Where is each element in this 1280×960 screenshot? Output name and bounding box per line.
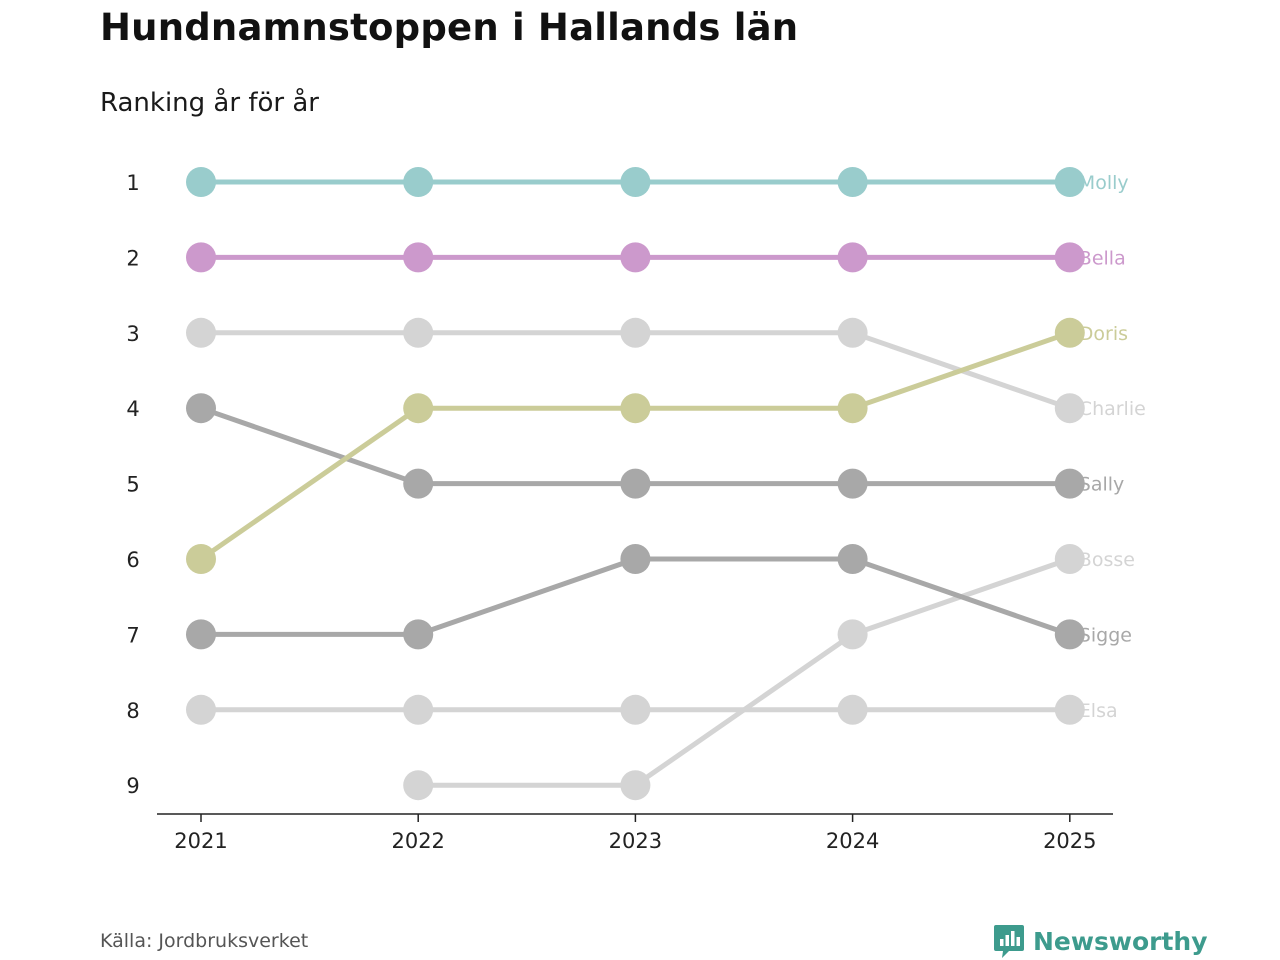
data-point-bella bbox=[837, 242, 868, 273]
rank-label: 5 bbox=[126, 473, 139, 497]
data-point-molly bbox=[837, 167, 868, 197]
data-point-molly bbox=[403, 167, 434, 197]
x-tick-label: 2021 bbox=[174, 829, 227, 853]
data-point-sally bbox=[620, 468, 651, 499]
data-point-elsa bbox=[403, 694, 434, 725]
data-point-charlie bbox=[186, 317, 216, 348]
data-point-elsa bbox=[186, 694, 216, 725]
data-point-doris bbox=[1054, 317, 1085, 348]
data-point-elsa bbox=[1054, 694, 1085, 725]
data-point-sigge bbox=[837, 544, 868, 574]
data-point-sigge bbox=[186, 619, 216, 650]
series-label-elsa: Elsa bbox=[1079, 700, 1118, 722]
data-point-sigge bbox=[1054, 619, 1085, 650]
data-point-sigge bbox=[620, 544, 651, 574]
data-point-molly bbox=[1054, 167, 1085, 197]
data-point-elsa bbox=[837, 694, 868, 725]
brand-logo: Newsworthy bbox=[993, 923, 1208, 959]
data-point-bella bbox=[186, 242, 216, 273]
series-label-sally: Sally bbox=[1079, 474, 1125, 496]
series-label-sigge: Sigge bbox=[1079, 624, 1132, 646]
series-line-doris bbox=[850, 330, 1073, 411]
data-point-doris bbox=[186, 544, 216, 574]
series-line-bosse bbox=[632, 631, 856, 788]
data-point-bosse bbox=[837, 619, 868, 650]
bar-chart-speech-icon bbox=[994, 925, 1024, 958]
data-point-sally bbox=[837, 468, 868, 499]
rank-label: 3 bbox=[126, 322, 139, 346]
series-line-sally bbox=[198, 405, 421, 487]
data-point-sally bbox=[403, 468, 434, 499]
rank-label: 7 bbox=[126, 623, 139, 647]
series-label-bella: Bella bbox=[1079, 247, 1126, 269]
rank-label: 2 bbox=[126, 246, 139, 270]
series-label-charlie: Charlie bbox=[1079, 398, 1146, 420]
rank-label: 6 bbox=[126, 548, 139, 572]
brand-name: Newsworthy bbox=[1033, 926, 1208, 956]
data-point-sigge bbox=[403, 619, 434, 650]
data-point-charlie bbox=[837, 317, 868, 348]
bump-chart: 1 2 3 4 5 6 7 8 9 2021 2022 2023 2024 2025 Charlie Elsa… bbox=[126, 167, 1146, 853]
chart-title: Hundnamnstoppen i Hallands län bbox=[100, 6, 799, 49]
data-point-doris bbox=[403, 393, 434, 424]
data-point-molly bbox=[620, 167, 651, 197]
data-point-bosse bbox=[1054, 544, 1085, 574]
x-tick-label: 2025 bbox=[1043, 829, 1096, 853]
series-line-sigge bbox=[415, 556, 638, 637]
data-point-charlie bbox=[403, 317, 434, 348]
x-tick-label: 2022 bbox=[391, 829, 444, 853]
data-point-doris bbox=[837, 393, 868, 424]
series-line-doris bbox=[198, 405, 421, 562]
data-point-sally bbox=[186, 393, 216, 424]
data-point-molly bbox=[186, 167, 216, 197]
series-label-doris: Doris bbox=[1079, 323, 1128, 345]
x-tick-label: 2024 bbox=[826, 829, 879, 853]
rank-label: 1 bbox=[126, 171, 139, 195]
data-point-doris bbox=[620, 393, 651, 424]
series-line-sigge bbox=[850, 556, 1073, 637]
data-point-charlie bbox=[1054, 393, 1085, 424]
data-point-sally bbox=[1054, 468, 1085, 499]
data-point-bella bbox=[620, 242, 651, 273]
data-point-bella bbox=[403, 242, 434, 273]
x-tick-label: 2023 bbox=[609, 829, 662, 853]
data-point-bella bbox=[1054, 242, 1085, 273]
rank-label: 9 bbox=[126, 774, 139, 798]
data-point-charlie bbox=[620, 317, 651, 348]
source-note: Källa: Jordbruksverket bbox=[100, 930, 309, 952]
data-point-bosse bbox=[403, 770, 434, 801]
rank-label: 8 bbox=[126, 699, 139, 723]
series-label-molly: Molly bbox=[1079, 172, 1129, 194]
data-point-elsa bbox=[620, 694, 651, 725]
series-label-bosse: Bosse bbox=[1079, 549, 1135, 571]
chart-subtitle: Ranking år för år bbox=[100, 88, 319, 118]
rank-label: 4 bbox=[126, 397, 139, 421]
data-point-bosse bbox=[620, 770, 651, 801]
